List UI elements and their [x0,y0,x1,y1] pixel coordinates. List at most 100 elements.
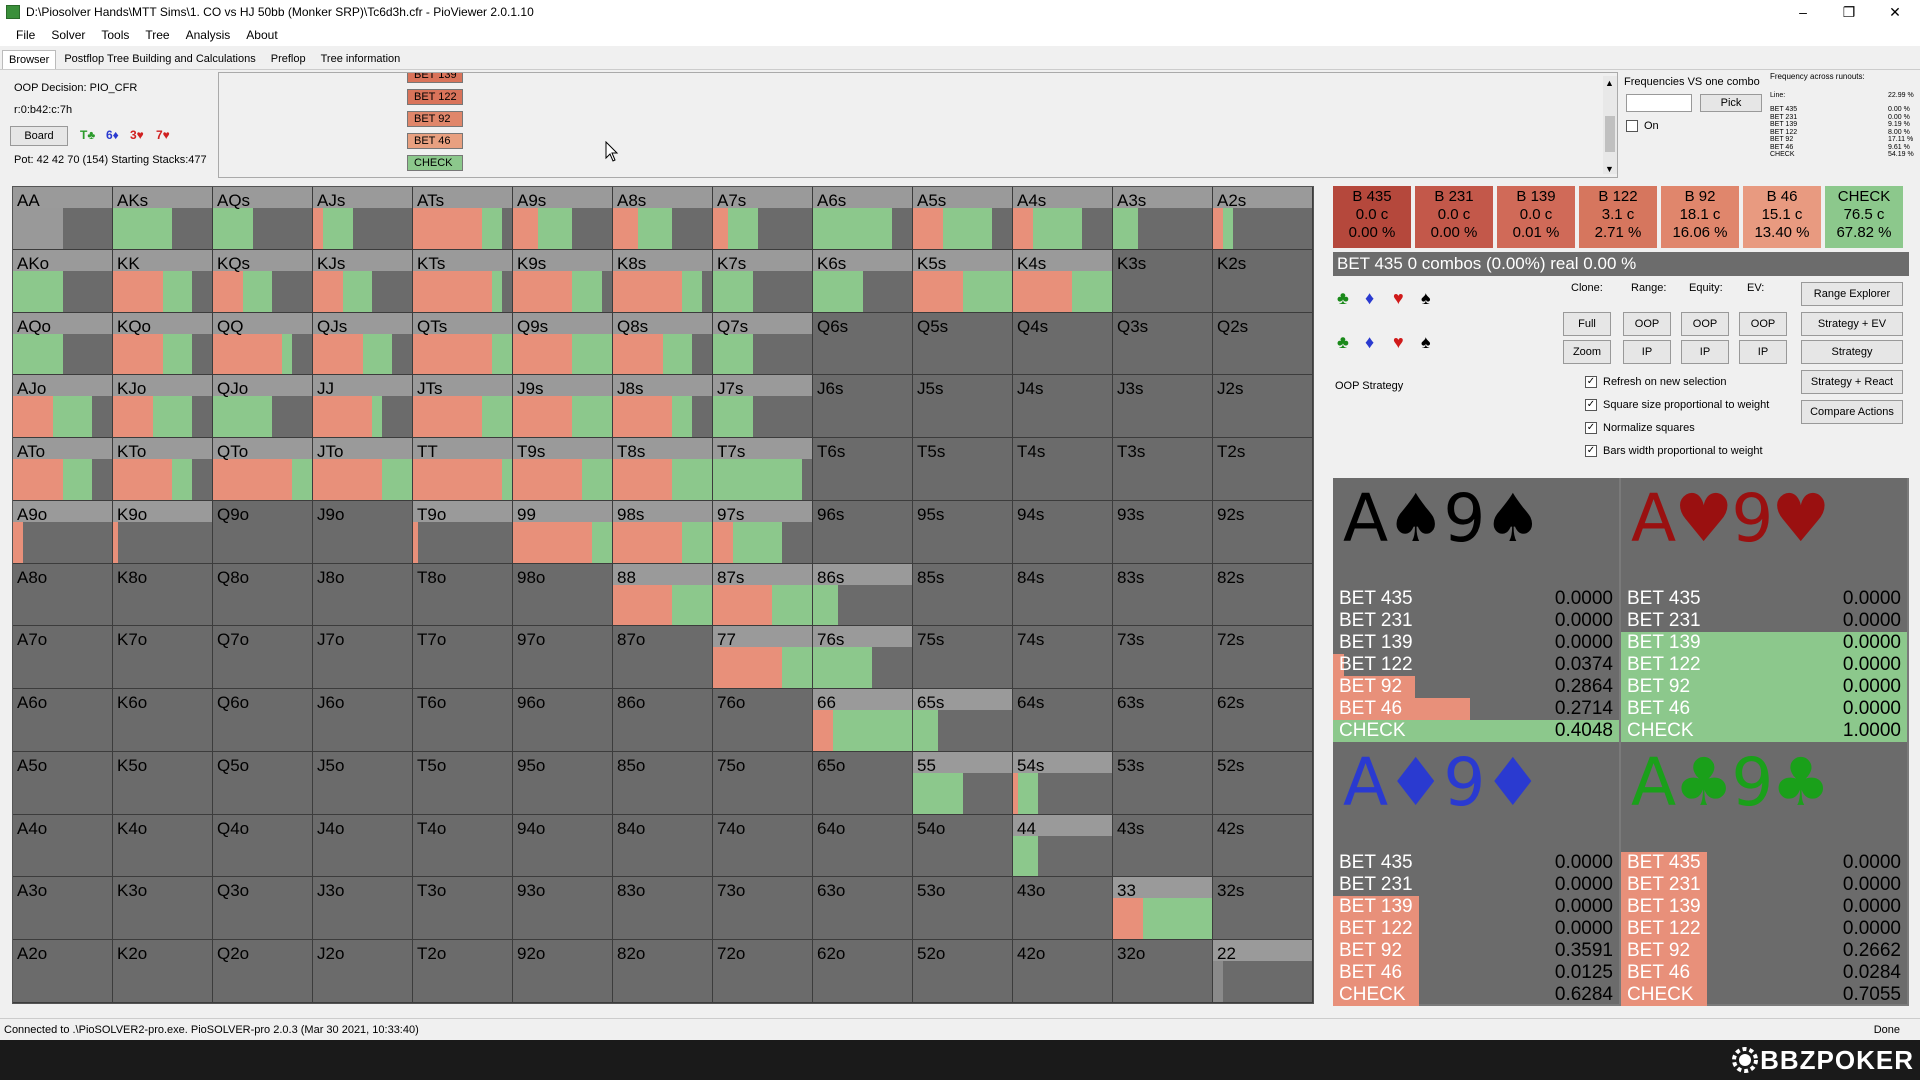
ev-ip-button[interactable]: IP [1739,340,1787,364]
checkbox-checked-icon[interactable]: ✓ [1585,399,1597,411]
heart-icon[interactable]: ♥ [1393,288,1404,308]
hand-cell[interactable]: 54s [1013,751,1113,815]
hand-cell[interactable]: A2o [13,940,113,1003]
hand-cell[interactable]: A5o [13,751,113,815]
hand-cell[interactable]: 73s [1113,626,1213,690]
hand-cell[interactable]: 96s [813,500,913,564]
action-summary-box[interactable]: B 139 0.0 c 0.01 % [1497,186,1575,248]
hand-cell[interactable]: 75o [713,751,813,815]
hand-cell[interactable]: KTo [113,438,213,501]
club-icon[interactable]: ♣ [1337,288,1349,308]
hand-cell[interactable]: A3s [1113,187,1213,250]
hand-cell[interactable]: TT [413,438,513,501]
hand-cell[interactable]: 82s [1213,563,1313,627]
tab-tree-information[interactable]: Tree information [320,53,401,65]
hand-cell[interactable]: ATo [13,438,113,501]
hand-cell[interactable]: Q5s [913,312,1013,376]
hand-cell[interactable]: T5s [913,438,1013,501]
hand-cell[interactable]: T6s [813,438,913,501]
hand-cell[interactable]: Q7s [713,312,813,376]
action-summary-box[interactable]: B 435 0.0 c 0.00 % [1333,186,1411,248]
menu-tools[interactable]: Tools [101,28,130,42]
hand-cell[interactable]: T4o [413,814,513,878]
ev-oop-button[interactable]: OOP [1739,312,1787,336]
hand-cell[interactable]: 88 [613,563,713,627]
refresh-checkbox[interactable]: ✓ Refresh on new selection [1585,376,1727,388]
hand-cell[interactable]: 64o [813,814,913,878]
menu-analysis[interactable]: Analysis [185,28,231,42]
hand-cell[interactable]: 74s [1013,626,1113,690]
hand-cell[interactable]: 86s [813,563,913,627]
hand-cell[interactable]: T9o [413,500,513,564]
hand-cell[interactable]: 87o [613,626,713,690]
hand-cell[interactable]: KQo [113,312,213,376]
hand-cell[interactable]: 93s [1113,500,1213,564]
hand-cell[interactable]: J2s [1213,375,1313,439]
hand-cell[interactable]: J4o [313,814,413,878]
hand-cell[interactable]: K9o [113,500,213,564]
hand-cell[interactable]: KK [113,249,213,313]
hand-cell[interactable]: 97o [513,626,613,690]
action-summary-box[interactable]: CHECK 76.5 c 67.82 % [1825,186,1903,248]
hand-cell[interactable]: 72s [1213,626,1313,690]
hand-cell[interactable]: 98s [613,500,713,564]
hand-cell[interactable]: AKo [13,249,113,313]
hand-cell[interactable]: 95s [913,500,1013,564]
combo-box[interactable]: A♣9♣ BET 435 0.0000 BET 231 0.0000 BET 139 0.0… [1621,742,1907,1006]
hand-cell[interactable]: 33 [1113,877,1213,941]
strategy-ev-button[interactable]: Strategy + EV [1801,312,1903,336]
tree-action-bet-139[interactable]: BET 139 [407,73,463,83]
hand-cell[interactable]: 94o [513,814,613,878]
hand-cell[interactable]: KTs [413,249,513,313]
hand-cell[interactable]: Q9s [513,312,613,376]
hand-cell[interactable]: 92o [513,940,613,1003]
hand-cell[interactable]: 76s [813,626,913,690]
hand-cell[interactable]: 87s [713,563,813,627]
tree-action-bet-92[interactable]: BET 92 [407,111,463,127]
hand-cell[interactable]: J9s [513,375,613,439]
hand-cell[interactable]: QJs [313,312,413,376]
hand-cell[interactable]: T2o [413,940,513,1003]
hand-cell[interactable]: QTo [213,438,313,501]
hand-cell[interactable]: T6o [413,689,513,752]
hand-cell[interactable]: A3o [13,877,113,941]
tree-scrollbar[interactable]: ▲ ▼ [1603,76,1617,174]
hand-cell[interactable]: J4s [1013,375,1113,439]
hand-cell[interactable]: J7s [713,375,813,439]
hand-cell[interactable]: J6s [813,375,913,439]
hand-cell[interactable]: 55 [913,751,1013,815]
hand-cell[interactable]: 42o [1013,940,1113,1003]
hand-cell[interactable]: A8s [613,187,713,250]
hand-cell[interactable]: 99 [513,500,613,564]
hand-cell[interactable]: 73o [713,877,813,941]
hand-cell[interactable]: QQ [213,312,313,376]
hand-cell[interactable]: Q2s [1213,312,1313,376]
hand-cell[interactable]: 52s [1213,751,1313,815]
hand-cell[interactable]: Q2o [213,940,313,1003]
hand-cell[interactable]: 82o [613,940,713,1003]
scroll-thumb[interactable] [1605,116,1615,152]
hand-cell[interactable]: AJo [13,375,113,439]
hand-cell[interactable]: K9s [513,249,613,313]
hand-cell[interactable]: T9s [513,438,613,501]
strategy-react-button[interactable]: Strategy + React [1801,370,1903,394]
hand-cell[interactable]: A2s [1213,187,1313,250]
hand-cell[interactable]: 98o [513,563,613,627]
hand-cell[interactable]: 64s [1013,689,1113,752]
equity-oop-button[interactable]: OOP [1681,312,1729,336]
hand-cell[interactable]: 96o [513,689,613,752]
hand-cell[interactable]: 76o [713,689,813,752]
hand-cell[interactable]: 22 [1213,940,1313,1003]
hand-cell[interactable]: J6o [313,689,413,752]
hand-cell[interactable]: A4o [13,814,113,878]
hand-cell[interactable]: A6s [813,187,913,250]
menu-about[interactable]: About [246,28,278,42]
hand-cell[interactable]: J8o [313,563,413,627]
hand-cell[interactable]: 83o [613,877,713,941]
hand-cell[interactable]: AQo [13,312,113,376]
on-checkbox[interactable]: On [1626,120,1659,132]
hand-cell[interactable]: 53o [913,877,1013,941]
hand-cell[interactable]: K8o [113,563,213,627]
hand-cell[interactable]: K6s [813,249,913,313]
hand-cell[interactable]: J2o [313,940,413,1003]
